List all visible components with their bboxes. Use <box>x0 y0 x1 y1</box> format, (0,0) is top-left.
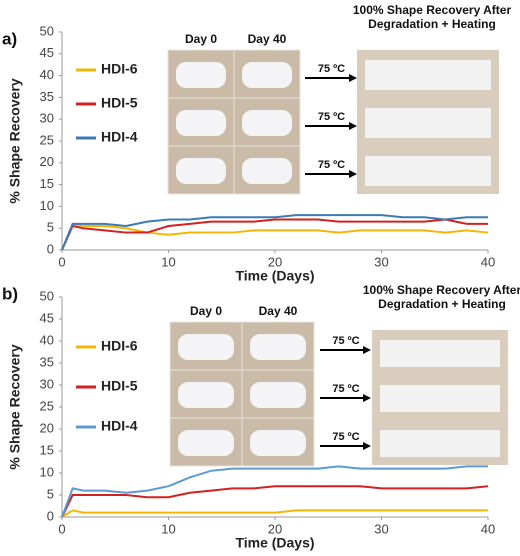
arrow-head <box>349 74 357 82</box>
sample-shape <box>178 382 234 408</box>
x-tick-label: 30 <box>374 254 388 269</box>
sample-shape <box>176 62 226 88</box>
photo-label: Day 0 <box>190 304 222 318</box>
series-line <box>61 485 489 518</box>
y-tick-label: 25 <box>40 132 54 147</box>
y-tick-label: 35 <box>40 354 54 369</box>
x-tick-label: 10 <box>161 521 175 536</box>
arrow-label: 75 ºC <box>318 63 345 75</box>
sample-shape <box>242 62 292 88</box>
arrow-label: 75 ºC <box>318 111 345 123</box>
x-tick-label: 0 <box>58 521 65 536</box>
y-axis-label: % Shape Recovery <box>7 78 23 203</box>
x-tick-label: 20 <box>268 521 282 536</box>
y-tick-label: 45 <box>40 310 54 325</box>
result-strip <box>365 156 491 186</box>
panel-label: a) <box>2 29 17 48</box>
y-tick-label: 40 <box>40 67 54 82</box>
x-tick-label: 0 <box>58 254 65 269</box>
y-tick-label: 45 <box>40 45 54 60</box>
series-line <box>61 465 488 518</box>
x-tick-label: 40 <box>481 521 495 536</box>
result-strip <box>380 340 500 367</box>
photo-title: 100% Shape Recovery After Degradation + … <box>362 283 520 311</box>
y-tick-label: 0 <box>47 508 54 523</box>
photo-label: Day 40 <box>248 32 287 46</box>
y-tick-label: 20 <box>40 420 54 435</box>
y-tick-label: 35 <box>40 89 54 104</box>
arrow-head <box>349 122 357 130</box>
sample-shape <box>242 110 292 136</box>
y-tick-label: 25 <box>40 398 54 413</box>
legend-label: HDI-5 <box>101 95 138 111</box>
y-tick-label: 5 <box>47 486 54 501</box>
result-strip <box>365 108 491 138</box>
y-tick-label: 10 <box>40 198 54 213</box>
sample-shape <box>178 430 234 456</box>
arrow-head <box>363 394 371 402</box>
arrow-head <box>363 346 371 354</box>
result-strip <box>365 60 491 90</box>
y-tick-label: 30 <box>40 111 54 126</box>
arrow-label: 75 ºC <box>318 159 345 171</box>
y-tick-label: 5 <box>47 220 54 235</box>
series-line <box>61 218 488 251</box>
legend-label: HDI-6 <box>101 61 138 77</box>
sample-shape <box>178 334 234 360</box>
sample-shape <box>250 334 306 360</box>
y-tick-label: 20 <box>40 154 54 169</box>
x-tick-label: 30 <box>374 521 388 536</box>
x-tick-label: 40 <box>481 254 495 269</box>
legend-label: HDI-4 <box>101 129 138 145</box>
x-axis-label: Time (Days) <box>235 535 314 551</box>
x-axis-label: Time (Days) <box>235 268 314 284</box>
series-line <box>61 214 488 251</box>
sample-shape <box>176 158 226 184</box>
sample-shape <box>250 382 306 408</box>
arrow-head <box>363 442 371 450</box>
y-tick-label: 50 <box>40 23 54 38</box>
x-tick-label: 20 <box>268 254 282 269</box>
arrow-label: 75 ºC <box>332 335 359 347</box>
result-strip <box>380 385 500 412</box>
sample-shape <box>176 110 226 136</box>
result-strip <box>380 430 500 457</box>
sample-shape <box>250 430 306 456</box>
arrow-label: 75 ºC <box>332 383 359 395</box>
y-axis-label: % Shape Recovery <box>7 344 23 469</box>
photo-title: 100% Shape Recovery After Degradation + … <box>352 3 512 31</box>
sample-shape <box>242 158 292 184</box>
series-line <box>61 509 488 518</box>
legend-label: HDI-5 <box>101 378 138 394</box>
arrow-head <box>349 170 357 178</box>
y-tick-label: 10 <box>40 464 54 479</box>
legend-label: HDI-6 <box>101 338 138 354</box>
y-tick-label: 50 <box>40 288 54 303</box>
arrow-label: 75 ºC <box>332 431 359 443</box>
legend-label: HDI-4 <box>101 418 138 434</box>
y-tick-label: 0 <box>47 241 54 256</box>
panel-label: b) <box>2 284 18 303</box>
series-line <box>61 222 489 251</box>
y-tick-label: 30 <box>40 376 54 391</box>
x-tick-label: 10 <box>161 254 175 269</box>
y-tick-label: 40 <box>40 332 54 347</box>
y-tick-label: 15 <box>40 176 54 191</box>
photo-label: Day 0 <box>185 32 217 46</box>
y-tick-label: 15 <box>40 442 54 457</box>
photo-label: Day 40 <box>259 304 298 318</box>
